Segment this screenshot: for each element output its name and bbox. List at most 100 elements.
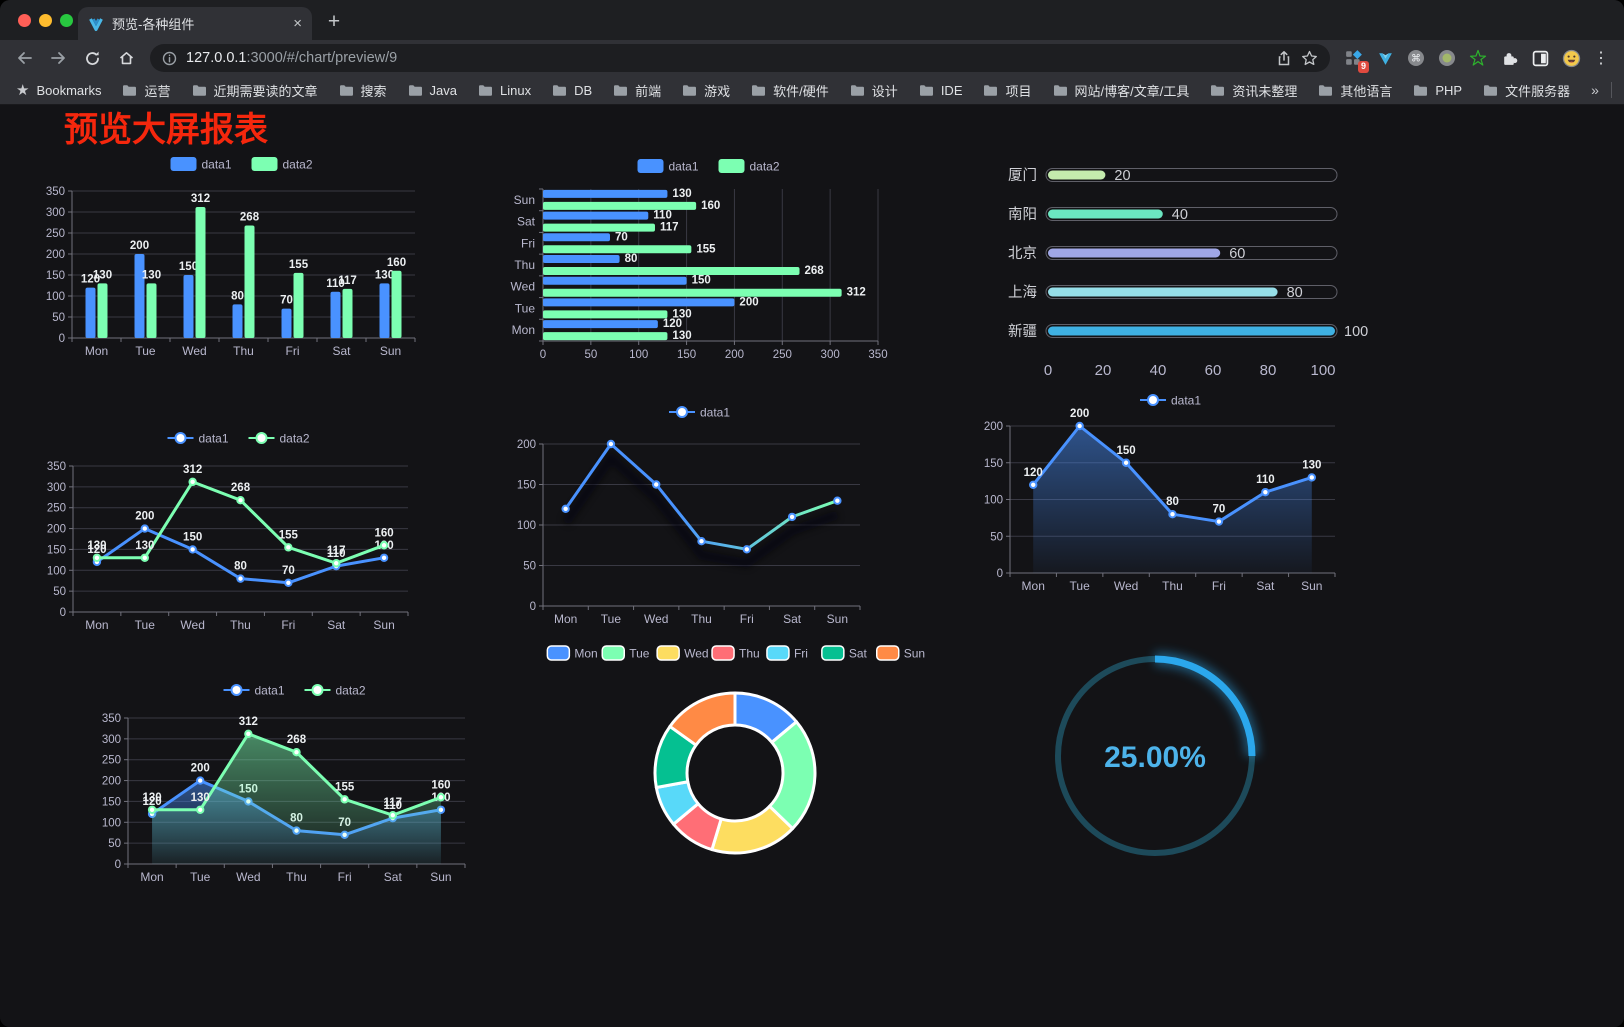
chart-progress-bars[interactable]: 厦门 20 南阳 40 北京 60 上海 80 新疆 100 0 20 40 60 80 100 xyxy=(1000,155,1390,387)
bookmarks-right: » 其他书签 xyxy=(1591,81,1624,100)
svg-text:Tue: Tue xyxy=(1070,579,1091,593)
window-minimize-button[interactable] xyxy=(39,14,52,27)
svg-text:130: 130 xyxy=(672,308,691,320)
chart-gauge-ring[interactable]: 25.00% xyxy=(1040,638,1270,874)
svg-text:200: 200 xyxy=(1070,408,1089,420)
svg-text:Tue: Tue xyxy=(601,612,622,626)
bookmarks-overflow-button[interactable]: » xyxy=(1591,82,1599,98)
window-zoom-button[interactable] xyxy=(60,14,73,27)
bookmark-item[interactable]: 前端 xyxy=(613,81,661,100)
svg-text:Sat: Sat xyxy=(849,647,868,661)
svg-text:Wed: Wed xyxy=(684,647,708,661)
svg-text:312: 312 xyxy=(239,716,258,728)
svg-text:120: 120 xyxy=(81,274,100,286)
chart-area-single[interactable]: 0 50 100 150 200 Mon Tue Wed Thu Fri Sat Sun 120 200 1… xyxy=(975,388,1390,603)
svg-text:Sat: Sat xyxy=(783,612,802,626)
bookmark-item[interactable]: PHP xyxy=(1413,83,1462,98)
svg-text:Sat: Sat xyxy=(384,870,403,884)
reload-button[interactable] xyxy=(76,43,108,73)
svg-text:Mon: Mon xyxy=(85,344,108,358)
chart-line-two-series[interactable]: 0 50 100 150 200 250 300 350 Mon Tue Wed Thu Fri Sat S… xyxy=(45,423,420,643)
bookmark-star-icon[interactable] xyxy=(1301,50,1318,66)
bookmark-item[interactable]: 近期需要读的文章 xyxy=(192,81,318,100)
home-button[interactable] xyxy=(110,43,142,73)
svg-text:200: 200 xyxy=(135,511,154,523)
kebab-menu-button[interactable]: ⋮ xyxy=(1593,50,1609,67)
browser-tab[interactable]: 预览-各种组件 × xyxy=(78,7,312,40)
chart-area-two-series[interactable]: 0 50 100 150 200 250 300 350 Mon Tue Wed Thu Fri Sat S… xyxy=(100,675,480,897)
svg-text:Sat: Sat xyxy=(1256,579,1275,593)
svg-text:70: 70 xyxy=(1213,504,1226,516)
green-star-icon[interactable] xyxy=(1468,48,1488,68)
bookmark-item[interactable]: 运营 xyxy=(122,81,171,100)
vue-devtools-icon[interactable] xyxy=(1375,48,1395,68)
bookmarks-bar: ★ Bookmarks 运营 近期需要读的文章 搜索 Java Linux DB 前端 游戏 软… xyxy=(0,76,1624,105)
folder-icon xyxy=(1319,84,1333,96)
svg-text:Wed: Wed xyxy=(236,870,260,884)
chart-horizontal-bar[interactable]: 0 50 100 150 200 250 300 350 Sun 130 160 Sat 110 117 F… xyxy=(495,151,890,371)
svg-text:100: 100 xyxy=(517,520,536,532)
svg-text:70: 70 xyxy=(280,295,293,307)
bookmark-item[interactable]: 软件/硬件 xyxy=(751,81,829,100)
share-icon[interactable] xyxy=(1276,50,1292,67)
bookmarks-items: 运营 近期需要读的文章 搜索 Java Linux DB 前端 游戏 软件/硬件 设计 IDE 项目 网… xyxy=(122,81,1570,100)
svg-text:Thu: Thu xyxy=(230,618,251,632)
bookmark-item[interactable]: DB xyxy=(552,83,592,98)
command-circle-icon[interactable]: ⌘ xyxy=(1406,48,1426,68)
svg-text:Mon: Mon xyxy=(554,612,577,626)
svg-text:130: 130 xyxy=(191,792,210,804)
svg-text:268: 268 xyxy=(805,265,825,277)
svg-text:40: 40 xyxy=(1150,362,1167,379)
svg-text:50: 50 xyxy=(52,312,65,324)
svg-text:117: 117 xyxy=(660,222,679,234)
svg-text:Sat: Sat xyxy=(332,344,351,358)
svg-text:268: 268 xyxy=(240,211,260,223)
svg-text:20: 20 xyxy=(1095,362,1112,379)
svg-text:155: 155 xyxy=(279,529,299,541)
svg-text:Fri: Fri xyxy=(1212,579,1226,593)
svg-text:110: 110 xyxy=(653,210,672,222)
forward-button[interactable] xyxy=(42,43,74,73)
chart-grouped-bar[interactable]: 0 50 100 150 200 250 300 350 Mon Tue Wed Thu Fri Sat S… xyxy=(45,149,420,367)
bookmark-item[interactable]: 游戏 xyxy=(682,81,730,100)
svg-text:200: 200 xyxy=(517,439,536,451)
bookmarks-root[interactable]: ★ Bookmarks xyxy=(16,81,101,99)
bookmark-item[interactable]: 搜索 xyxy=(339,81,387,100)
bookmark-item[interactable]: 项目 xyxy=(983,81,1032,100)
svg-text:Sun: Sun xyxy=(514,193,535,207)
svg-text:Wed: Wed xyxy=(644,612,668,626)
svg-text:80: 80 xyxy=(1260,362,1277,379)
bookmark-item[interactable]: 设计 xyxy=(850,81,898,100)
url-bar[interactable]: 127.0.0.1:3000/#/chart/preview/9 xyxy=(150,44,1330,72)
extension-grid-icon[interactable]: 9 xyxy=(1344,48,1369,73)
svg-text:250: 250 xyxy=(46,228,65,240)
bookmark-item[interactable]: 其他语言 xyxy=(1318,81,1392,100)
svg-text:70: 70 xyxy=(615,231,628,243)
svg-text:100: 100 xyxy=(629,349,648,361)
bookmark-item[interactable]: IDE xyxy=(919,83,962,98)
back-button[interactable] xyxy=(8,43,40,73)
window-close-button[interactable] xyxy=(18,14,31,27)
svg-text:0: 0 xyxy=(997,568,1003,580)
bookmark-item[interactable]: 文件服务器 xyxy=(1483,81,1570,100)
bookmark-item[interactable]: Linux xyxy=(478,83,531,98)
bookmark-item[interactable]: 资讯未整理 xyxy=(1210,81,1297,100)
new-tab-button[interactable]: + xyxy=(327,10,341,33)
chart-line-gradient[interactable]: 0 50 100 150 200 Mon Tue Wed Thu Fri Sat Sun data1 xyxy=(500,399,890,631)
tab-close-icon[interactable]: × xyxy=(293,15,302,32)
emoji-icon[interactable] xyxy=(1561,48,1581,68)
svg-text:Sun: Sun xyxy=(373,618,394,632)
svg-text:312: 312 xyxy=(191,193,210,205)
svg-text:Mon: Mon xyxy=(574,647,597,661)
site-info-icon[interactable] xyxy=(162,51,177,66)
bookmark-label: PHP xyxy=(1435,82,1463,98)
svg-text:300: 300 xyxy=(46,207,65,219)
chart-donut-pie[interactable]: Mon Tue Wed Thu Fri Sat Sun xyxy=(540,635,930,883)
svg-text:130: 130 xyxy=(135,540,154,552)
bookmark-item[interactable]: Java xyxy=(408,83,457,98)
bookmark-item[interactable]: 网站/博客/文章/工具 xyxy=(1053,81,1190,100)
record-circle-icon[interactable] xyxy=(1437,48,1457,68)
puzzle-icon[interactable] xyxy=(1499,48,1519,68)
bookmark-label: 网站/博客/文章/工具 xyxy=(1074,83,1190,99)
reading-mode-icon[interactable] xyxy=(1530,48,1550,68)
